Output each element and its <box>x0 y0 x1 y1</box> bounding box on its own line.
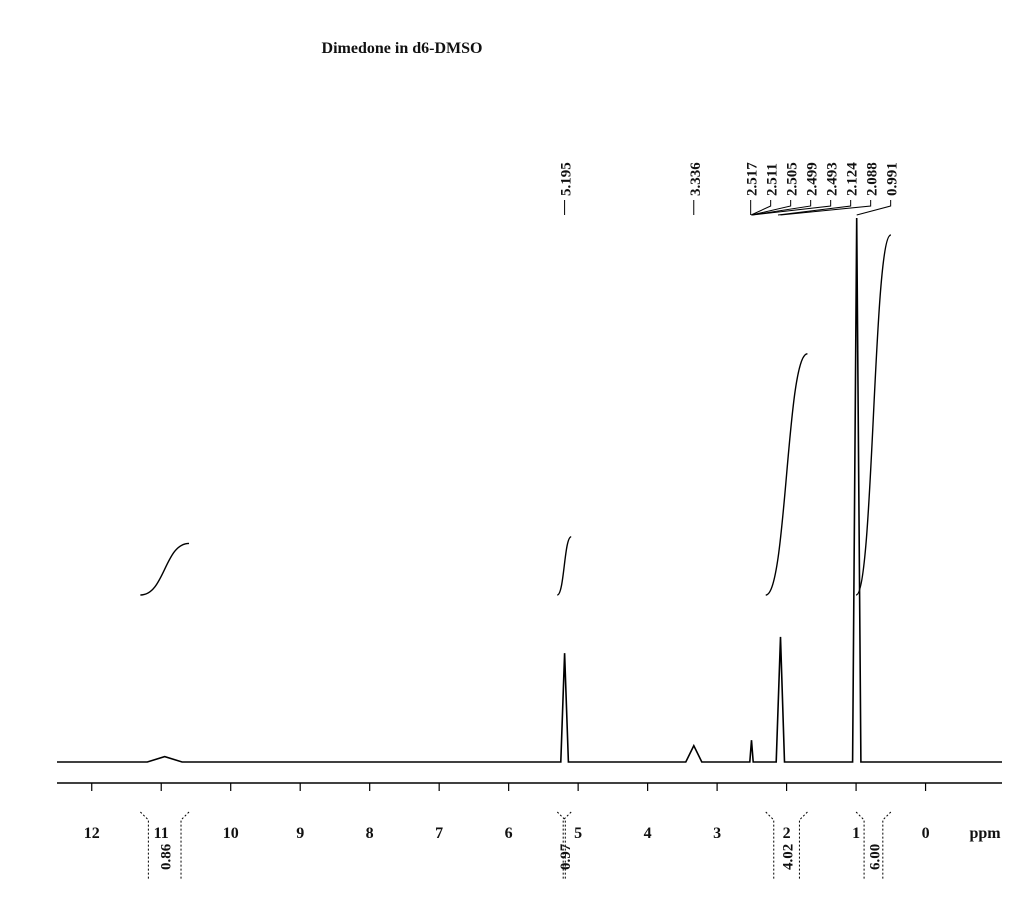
x-tick-label: 5 <box>574 825 582 842</box>
x-tick-label: 3 <box>713 825 721 842</box>
x-tick-label: 11 <box>154 825 169 842</box>
x-tick-label: 7 <box>435 825 443 842</box>
integral-curve <box>765 353 808 596</box>
peak-label: 2.511 <box>765 163 781 196</box>
peak-connector <box>751 200 792 216</box>
integral-label: 6.00 <box>867 844 883 870</box>
spectrum-line <box>57 217 1002 763</box>
integral-label: 0.97 <box>558 843 574 870</box>
peak-connector <box>856 200 892 216</box>
peak-connector <box>752 200 832 216</box>
x-tick-label: 0 <box>922 825 930 842</box>
x-tick-label: 12 <box>84 825 100 842</box>
integral-label: 4.02 <box>781 844 797 870</box>
peak-connector <box>750 200 772 216</box>
peak-connector <box>751 200 812 216</box>
peak-connector <box>780 200 872 216</box>
x-tick-label: 9 <box>296 825 304 842</box>
x-axis-label: ppm <box>969 825 1001 842</box>
chart-title: Dimedone in d6-DMSO <box>322 40 483 57</box>
peak-label: 3.336 <box>688 162 704 196</box>
peak-label: 0.991 <box>885 162 901 196</box>
peak-label: 2.517 <box>745 162 761 196</box>
integral-label: 0.86 <box>159 843 175 870</box>
peak-label: 2.124 <box>845 162 861 196</box>
x-tick-label: 8 <box>366 825 374 842</box>
x-tick-label: 10 <box>223 825 239 842</box>
integral-curve <box>140 542 190 596</box>
integral-curve <box>855 234 892 596</box>
peak-connector <box>777 200 852 216</box>
peak-label: 2.493 <box>825 162 841 196</box>
peak-label: 2.505 <box>785 162 801 196</box>
peak-label: 2.088 <box>865 162 881 196</box>
x-tick-label: 6 <box>505 825 513 842</box>
peak-label: 5.195 <box>559 162 575 196</box>
peak-label: 2.499 <box>805 162 821 196</box>
x-tick-label: 4 <box>644 825 652 842</box>
x-tick-label: 2 <box>783 825 791 842</box>
x-tick-label: 1 <box>852 825 860 842</box>
integral-curve <box>556 536 572 596</box>
